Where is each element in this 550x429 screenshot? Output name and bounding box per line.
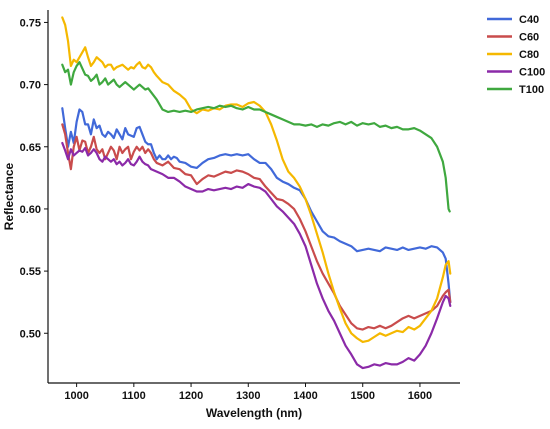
y-tick-label: 0.55 xyxy=(20,266,41,278)
x-tick-label: 1100 xyxy=(122,390,146,402)
series-lines xyxy=(61,16,452,370)
legend-label-c100: C100 xyxy=(519,67,545,79)
series-line-c40 xyxy=(61,107,452,304)
x-tick-label: 1300 xyxy=(236,390,260,402)
legend-label-c40: C40 xyxy=(519,14,539,26)
legend-label-c60: C60 xyxy=(519,32,539,44)
y-tick-label: 0.70 xyxy=(20,80,41,92)
y-axis-ticks: 0.50 0.55 0.60 0.65 0.70 0.75 xyxy=(20,17,48,340)
y-axis-title: Reflectance xyxy=(2,162,16,230)
y-tick-label: 0.60 xyxy=(20,204,41,216)
y-tick-label: 0.75 xyxy=(20,17,41,29)
series-line-t100 xyxy=(61,61,451,213)
series-line-c100 xyxy=(61,141,452,370)
series-line-c80 xyxy=(61,16,452,344)
legend-label-t100: T100 xyxy=(519,84,544,96)
x-axis-title: Wavelength (nm) xyxy=(206,406,302,420)
x-axis-ticks: 1000 1100 1200 1300 1400 1500 1600 xyxy=(64,383,432,402)
x-tick-label: 1500 xyxy=(350,390,374,402)
legend-label-c80: C80 xyxy=(519,49,539,61)
x-tick-label: 1600 xyxy=(408,390,432,402)
x-tick-label: 1200 xyxy=(179,390,203,402)
chart-axes xyxy=(47,10,460,384)
x-tick-label: 1000 xyxy=(64,390,88,402)
y-tick-label: 0.50 xyxy=(20,328,41,340)
y-tick-label: 0.65 xyxy=(20,142,41,154)
legend: C40 C60 C80 C100 T100 xyxy=(487,14,545,96)
x-tick-label: 1400 xyxy=(293,390,317,402)
series-line-c60 xyxy=(61,123,452,331)
